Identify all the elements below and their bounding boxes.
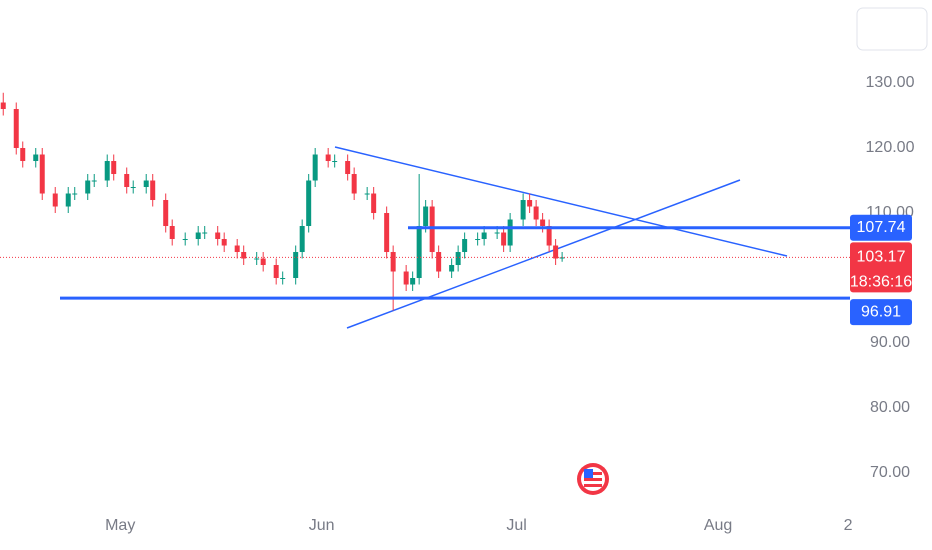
candle-body [130, 187, 136, 189]
level-label-box [850, 214, 912, 241]
last-price-box [850, 242, 912, 293]
candle-body [501, 232, 507, 246]
candle-body [429, 206, 435, 253]
candle-body [150, 180, 156, 201]
candle-body [312, 154, 318, 181]
level-label: 96.91 [861, 303, 901, 320]
candle-body [124, 174, 130, 188]
x-tick-label: Aug [704, 517, 732, 534]
candle-body [559, 257, 565, 259]
level-label-box [850, 299, 912, 326]
flag-canton [584, 469, 593, 478]
candle-body [273, 265, 279, 279]
candle-body [72, 193, 78, 195]
flag-stripe [584, 484, 602, 487]
toolbar-button[interactable] [856, 7, 928, 51]
candle-body [455, 252, 461, 266]
candle-body [351, 174, 357, 194]
candle-body [540, 219, 546, 227]
flag-stripe [584, 478, 602, 481]
candle-body [20, 148, 26, 162]
candle-body [280, 278, 286, 280]
candle-body [299, 226, 305, 253]
y-tick-label: 70.00 [870, 464, 910, 481]
candle-body [533, 206, 539, 220]
candle-body [143, 180, 149, 188]
candle-body [364, 193, 370, 195]
earnings-flag[interactable] [577, 463, 609, 495]
y-tick-label: 120.00 [866, 139, 915, 156]
candle-body [520, 200, 526, 220]
candle-body [163, 200, 169, 227]
candle-body [345, 161, 351, 175]
candle-body [325, 154, 331, 162]
candle-body [449, 265, 455, 272]
candle-body [546, 226, 552, 246]
candle-body [436, 252, 442, 272]
candle-body [306, 180, 312, 227]
candle-body [260, 258, 266, 266]
x-tick-label: May [105, 517, 135, 534]
candle-body [65, 193, 71, 207]
candle-body [52, 193, 58, 207]
candle-body [332, 161, 338, 163]
candle-body [481, 232, 487, 240]
candle-body [384, 213, 390, 253]
trendline [346, 179, 741, 329]
last-price-label: 103.17 [857, 249, 906, 266]
candle-body [390, 252, 396, 272]
candle-body [527, 200, 533, 207]
candle-body [91, 180, 97, 182]
countdown-label: 18:36:16 [850, 274, 912, 291]
candle-body [403, 271, 409, 285]
candle-body [221, 239, 227, 246]
level-label: 107.74 [857, 219, 906, 236]
candle-body [13, 109, 19, 149]
trendline [334, 146, 788, 257]
candle-body [462, 239, 468, 253]
y-tick-label: 80.00 [870, 399, 910, 416]
x-tick-label: 2 [844, 517, 853, 534]
candle-body [111, 161, 117, 175]
candle-body [293, 252, 299, 279]
candle-body [39, 154, 45, 194]
y-tick-label: 130.00 [866, 74, 915, 91]
candle-body [0, 102, 6, 110]
candle-body [169, 226, 175, 240]
y-tick-label: 90.00 [870, 334, 910, 351]
candle-body [423, 206, 429, 227]
candle-body [182, 239, 188, 241]
candle-body [553, 245, 559, 259]
candle-body [33, 154, 39, 162]
candle-body [234, 245, 240, 253]
candle-body [241, 252, 247, 259]
candle-body [475, 239, 481, 241]
candle-body [254, 258, 260, 260]
candle-body [195, 232, 201, 240]
candle-body [104, 161, 110, 181]
candle-body [371, 193, 377, 214]
candle-body [416, 226, 422, 279]
candle-body [202, 232, 208, 234]
candle-body [410, 278, 416, 285]
candle-body [507, 219, 513, 246]
x-tick-label: Jun [309, 517, 335, 534]
candle-body [215, 232, 221, 240]
candle-body [494, 232, 500, 234]
candle-body [85, 180, 91, 194]
x-tick-label: Jul [506, 517, 526, 534]
